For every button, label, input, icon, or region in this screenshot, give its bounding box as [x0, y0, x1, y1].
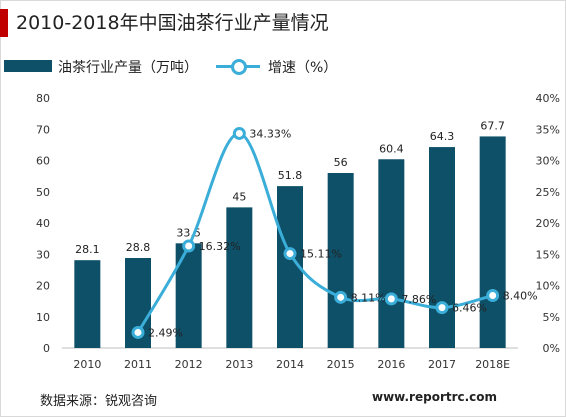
y-left-tick-label: 50 — [36, 186, 50, 199]
legend-line-label: 增速（%） — [268, 60, 338, 76]
y-right-tick-label: 10% — [536, 280, 560, 293]
y-right-tick-label: 5% — [543, 311, 560, 324]
source-note: 数据来源：锐观咨询 — [40, 394, 158, 409]
y-right-tick-label: 20% — [536, 217, 560, 230]
bar — [327, 173, 354, 348]
title-accent-bar — [0, 9, 8, 37]
bar-value-label: 51.8 — [278, 169, 303, 182]
x-tick-label: 2017 — [428, 358, 456, 371]
x-tick-label: 2014 — [276, 358, 304, 371]
growth-point — [435, 301, 449, 315]
bar — [74, 260, 101, 348]
growth-value-label: 2.49% — [148, 326, 183, 339]
x-tick-label: 2011 — [124, 358, 152, 371]
growth-value-label: 8.11% — [351, 291, 386, 304]
y-left-tick-label: 10 — [36, 311, 50, 324]
y-left-tick-label: 60 — [36, 155, 50, 168]
bar-value-label: 28.1 — [75, 243, 100, 256]
growth-value-label: 34.33% — [249, 127, 291, 140]
bar-value-label: 67.7 — [480, 119, 505, 132]
growth-value-label: 6.46% — [452, 302, 487, 315]
chart-legend: 油茶行业产量（万吨） 增速（%） — [0, 56, 566, 78]
growth-point — [232, 126, 246, 140]
bar-value-label: 56 — [334, 156, 348, 169]
x-tick-label: 2012 — [175, 358, 203, 371]
legend-bar-label: 油茶行业产量（万吨） — [58, 60, 198, 76]
y-right-tick-label: 15% — [536, 248, 560, 261]
page-title: 2010-2018年中国油茶行业产量情况 — [16, 12, 329, 34]
growth-value-label: 7.86% — [401, 293, 436, 306]
y-right-tick-label: 25% — [536, 186, 560, 199]
y-left-tick-label: 0 — [43, 342, 50, 355]
growth-value-label: 8.40% — [503, 290, 538, 303]
y-left-tick-label: 20 — [36, 280, 50, 293]
y-left-tick-label: 40 — [36, 217, 50, 230]
bar-value-label: 60.4 — [379, 142, 404, 155]
y-left-tick-label: 70 — [36, 123, 50, 136]
bar — [226, 207, 253, 348]
bar-value-label: 64.3 — [430, 130, 455, 143]
x-tick-label: 2018E — [475, 358, 510, 371]
growth-point — [283, 247, 297, 261]
bar — [378, 159, 405, 348]
bar — [479, 136, 506, 348]
x-tick-label: 2015 — [327, 358, 355, 371]
growth-value-label: 16.32% — [199, 240, 241, 253]
y-left-tick-label: 30 — [36, 248, 50, 261]
bar — [429, 147, 455, 348]
y-right-tick-label: 40% — [536, 92, 560, 105]
bar-value-label: 45 — [232, 190, 246, 203]
x-tick-label: 2010 — [73, 358, 101, 371]
growth-point — [131, 325, 145, 339]
bar-value-label: 28.8 — [126, 241, 151, 254]
growth-point — [334, 290, 348, 304]
legend-line-marker — [231, 59, 247, 75]
website-url: www.reportrc.com — [372, 390, 498, 404]
y-right-tick-label: 0% — [543, 342, 560, 355]
growth-point — [384, 292, 398, 306]
growth-point — [182, 239, 196, 253]
legend-bar-swatch — [4, 60, 52, 72]
x-tick-label: 2016 — [377, 358, 405, 371]
growth-point — [486, 289, 500, 302]
growth-value-label: 15.11% — [300, 248, 342, 261]
y-right-tick-label: 35% — [536, 123, 560, 136]
x-tick-label: 2013 — [225, 358, 253, 371]
y-left-tick-label: 80 — [36, 92, 50, 105]
y-right-tick-label: 30% — [536, 155, 560, 168]
